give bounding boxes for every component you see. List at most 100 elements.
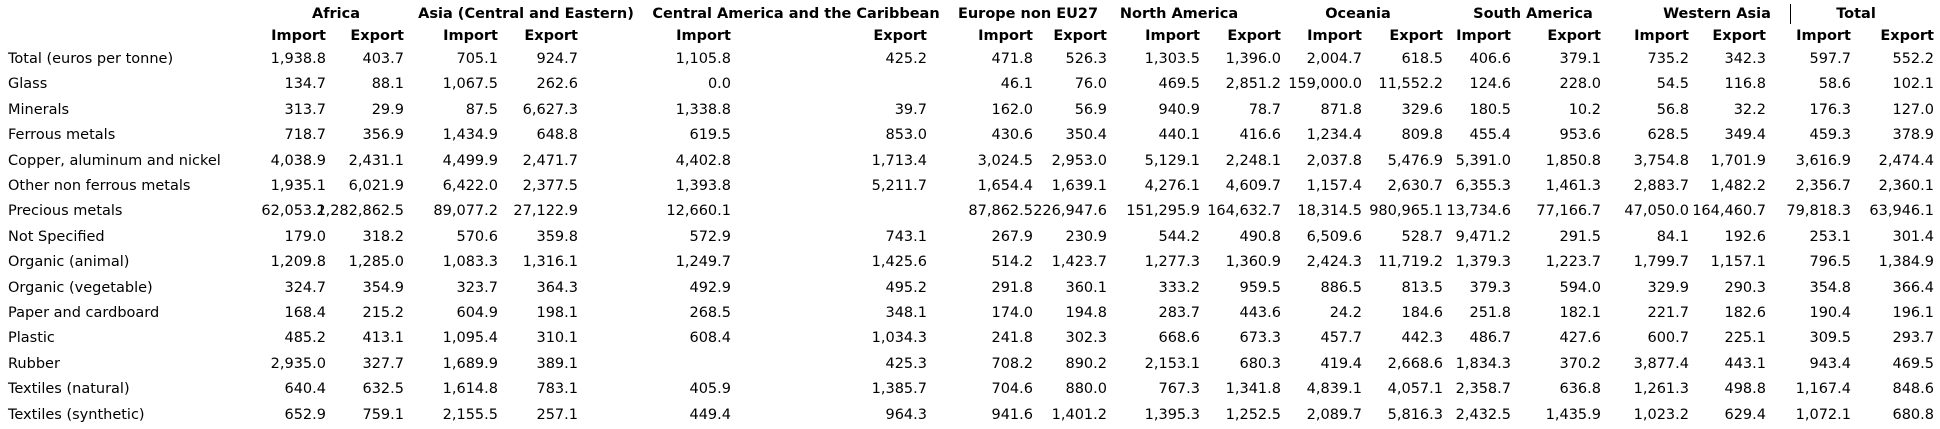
value-cell: 848.6 (1892, 381, 1934, 398)
value-cell: 570.6 (456, 228, 498, 245)
value-cell: 1,938.8 (270, 51, 326, 67)
value-cell: 4,609.7 (1225, 178, 1281, 194)
value-cell: 333.2 (1158, 279, 1200, 296)
value-cell: 416.6 (1239, 127, 1281, 144)
value-cell: 941.6 (991, 406, 1033, 423)
value-cell: 486.7 (1469, 330, 1511, 347)
value-cell: 190.4 (1809, 305, 1851, 321)
value-cell: 427.6 (1559, 330, 1601, 347)
value-cell: 953.6 (1559, 127, 1601, 144)
value-cell: 485.2 (284, 330, 326, 347)
value-cell: 443.1 (1724, 355, 1766, 372)
value-cell: 604.9 (456, 305, 498, 321)
value-cell: 459.3 (1809, 127, 1851, 144)
value-cell: 735.2 (1647, 51, 1689, 67)
value-cell: 964.3 (885, 406, 927, 423)
value-cell: 1,341.8 (1225, 381, 1281, 398)
value-cell: 6,509.6 (1306, 228, 1362, 245)
value-cell: 1,614.8 (442, 381, 498, 398)
value-cell: 194.8 (1065, 305, 1107, 321)
row-label: Textiles (synthetic) (8, 406, 145, 423)
value-cell: 2,883.7 (1633, 178, 1689, 194)
value-cell: 11,719.2 (1378, 254, 1443, 271)
value-cell: 514.2 (991, 254, 1033, 271)
row-label: Organic (animal) (8, 254, 130, 271)
value-cell: 425.2 (885, 51, 927, 67)
value-cell: 10.2 (1568, 101, 1601, 118)
value-cell: 594.0 (1559, 279, 1601, 296)
row-label: Minerals (8, 101, 70, 118)
value-cell: 1,261.3 (1633, 381, 1689, 398)
region-header: South America (1473, 6, 1593, 22)
value-cell: 293.7 (1892, 330, 1934, 347)
value-cell: 425.3 (885, 355, 927, 372)
value-cell: 47,050.0 (1624, 203, 1689, 220)
value-cell: 886.5 (1320, 279, 1362, 296)
column-header: Export (524, 28, 578, 44)
value-cell: 3,877.4 (1633, 355, 1689, 372)
value-cell: 309.5 (1809, 330, 1851, 347)
value-cell: 164,460.7 (1692, 203, 1766, 220)
value-cell: 1,034.3 (871, 330, 927, 347)
value-cell: 1,167.4 (1795, 381, 1851, 398)
value-cell: 192.6 (1724, 228, 1766, 245)
value-cell: 2,953.0 (1051, 152, 1107, 169)
value-cell: 241.8 (991, 330, 1033, 347)
column-header: Export (1547, 28, 1601, 44)
value-cell: 628.5 (1647, 127, 1689, 144)
row-label: Not Specified (8, 228, 105, 245)
region-header: Western Asia (1663, 6, 1771, 22)
value-cell: 668.6 (1158, 330, 1200, 347)
value-cell: 174.0 (991, 305, 1033, 321)
row-label: Plastic (8, 330, 55, 347)
value-cell: 1,105.8 (675, 51, 731, 67)
value-cell: 56.8 (1656, 101, 1689, 118)
value-cell: 354.8 (1809, 279, 1851, 296)
value-cell: 890.2 (1065, 355, 1107, 372)
value-cell: 54.5 (1656, 76, 1689, 93)
value-cell: 1,379.3 (1455, 254, 1511, 271)
value-cell: 77,166.7 (1536, 203, 1601, 220)
value-cell: 6,021.9 (348, 178, 404, 194)
value-cell: 3,024.5 (977, 152, 1033, 169)
value-cell: 552.2 (1892, 51, 1934, 67)
value-cell: 2,004.7 (1306, 51, 1362, 67)
row-label: Rubber (8, 355, 60, 372)
row-label: Precious metals (8, 203, 123, 220)
value-cell: 413.1 (362, 330, 404, 347)
value-cell: 6,355.3 (1455, 178, 1511, 194)
value-cell: 58.6 (1818, 76, 1851, 93)
value-cell: 3,754.8 (1633, 152, 1689, 169)
value-cell: 215.2 (362, 305, 404, 321)
value-cell: 2,474.4 (1878, 152, 1934, 169)
value-cell: 813.5 (1401, 279, 1443, 296)
value-cell: 348.1 (885, 305, 927, 321)
value-cell: 1,689.9 (442, 355, 498, 372)
value-cell: 364.3 (536, 279, 578, 296)
value-cell: 290.3 (1724, 279, 1766, 296)
value-cell: 2,377.5 (522, 178, 578, 194)
value-cell: 632.5 (362, 381, 404, 398)
value-cell: 18,314.5 (1297, 203, 1362, 220)
value-cell: 600.7 (1647, 330, 1689, 347)
value-cell: 652.9 (284, 406, 326, 423)
value-cell: 544.2 (1158, 228, 1200, 245)
value-cell: 89,077.2 (433, 203, 498, 220)
value-cell: 708.2 (991, 355, 1033, 372)
value-cell: 1,393.8 (675, 178, 731, 194)
value-cell: 257.1 (536, 406, 578, 423)
value-cell: 151,295.9 (1126, 203, 1200, 220)
region-header: Total (1836, 6, 1876, 22)
value-cell: 636.8 (1559, 381, 1601, 398)
value-cell: 24.2 (1329, 305, 1362, 321)
value-cell: 492.9 (689, 279, 731, 296)
value-cell: 366.4 (1892, 279, 1934, 296)
value-cell: 360.1 (1065, 279, 1107, 296)
value-cell: 608.4 (689, 330, 731, 347)
value-cell: 1,799.7 (1633, 254, 1689, 271)
value-cell: 2,089.7 (1306, 406, 1362, 423)
column-header: Export (1712, 28, 1766, 44)
value-cell: 88.1 (371, 76, 404, 93)
value-cell: 301.4 (1892, 228, 1934, 245)
column-header: Import (271, 28, 326, 44)
